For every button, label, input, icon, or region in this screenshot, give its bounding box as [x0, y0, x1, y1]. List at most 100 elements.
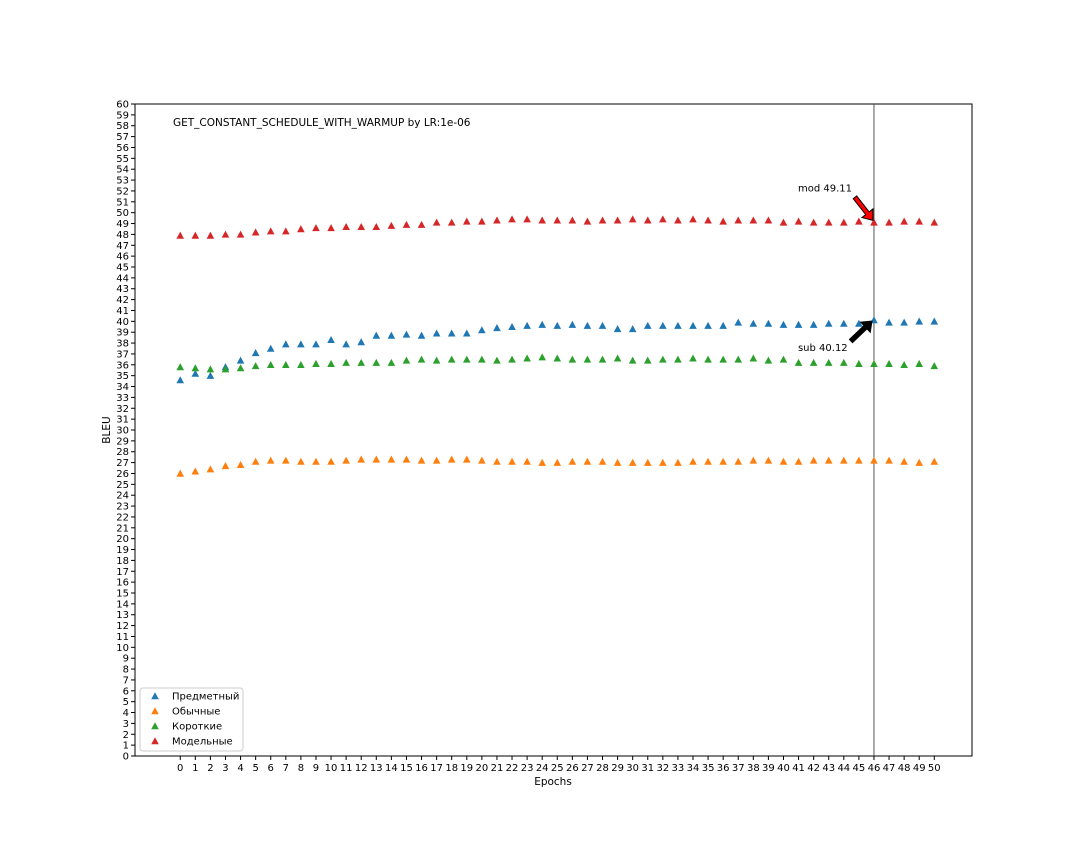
data-point [583, 217, 592, 225]
x-tick-label: 11 [340, 763, 353, 774]
y-tick-label: 22 [116, 512, 129, 523]
y-tick-label: 58 [116, 121, 129, 132]
data-point [900, 217, 908, 225]
y-tick-label: 25 [116, 480, 129, 491]
data-point [236, 364, 245, 372]
data-point [387, 358, 396, 366]
y-tick-label: 49 [116, 219, 129, 230]
data-point [523, 457, 531, 465]
y-tick-label: 18 [116, 556, 129, 567]
data-point [493, 216, 501, 224]
data-point [342, 340, 350, 348]
data-point [342, 456, 350, 464]
data-point [583, 321, 592, 329]
data-point [538, 353, 546, 361]
data-point [840, 218, 848, 226]
data-point [749, 216, 758, 224]
annotations: mod 49.11 sub 40.12 [798, 183, 874, 354]
legend-marker [151, 737, 159, 745]
y-tick-label: 23 [116, 502, 129, 513]
annotation-arrow [848, 320, 873, 344]
data-point [719, 355, 727, 363]
data-point [749, 456, 758, 464]
data-point [417, 456, 426, 464]
data-point [794, 320, 803, 328]
x-tick-label: 25 [551, 763, 564, 774]
data-point [251, 349, 260, 357]
data-point [613, 325, 622, 333]
y-tick-label: 52 [116, 186, 129, 197]
y-tick-label: 4 [123, 708, 129, 719]
data-point [357, 222, 366, 231]
data-point [643, 458, 652, 466]
data-point [719, 217, 727, 225]
y-tick-label: 47 [116, 241, 129, 252]
x-tick-label: 30 [626, 763, 639, 774]
y-tick-label: 56 [116, 143, 129, 154]
data-point [809, 320, 818, 328]
data-point [191, 231, 200, 239]
data-point [538, 320, 546, 328]
data-point [447, 355, 456, 363]
annotation-label: mod 49.11 [798, 183, 852, 194]
plot-area [134, 103, 973, 757]
data-point [312, 340, 320, 348]
data-point [689, 215, 697, 223]
data-point [674, 321, 682, 329]
x-tick-label: 38 [747, 763, 760, 774]
data-point [734, 216, 743, 224]
x-tick-label: 9 [313, 763, 319, 774]
data-point [779, 457, 788, 465]
data-point [643, 216, 652, 224]
data-point [674, 355, 682, 363]
chart-title: GET_CONSTANT_SCHEDULE_WITH_WARMUP by LR:… [173, 117, 471, 129]
data-point [749, 354, 758, 362]
data-point [372, 358, 381, 366]
data-point [387, 331, 396, 339]
data-point [447, 329, 456, 337]
y-tick-label: 15 [116, 589, 129, 600]
data-point [583, 457, 592, 465]
data-point [613, 216, 622, 224]
data-point [221, 230, 230, 238]
x-tick-label: 34 [687, 763, 700, 774]
data-point [462, 355, 471, 363]
data-point [915, 458, 924, 466]
data-point [659, 458, 667, 466]
data-point [282, 227, 290, 235]
data-point [282, 456, 290, 464]
y-tick-label: 39 [116, 328, 129, 339]
data-point [478, 355, 486, 363]
x-tick-label: 33 [672, 763, 685, 774]
y-tick-label: 45 [116, 263, 129, 274]
x-tick-label: 0 [177, 763, 183, 774]
data-point [447, 218, 456, 226]
data-point [176, 469, 185, 477]
data-point [191, 467, 200, 475]
data-point [312, 224, 320, 232]
data-point [824, 218, 833, 226]
data-point [885, 218, 893, 226]
x-tick-label: 13 [370, 763, 383, 774]
legend-label: Модельные [172, 737, 233, 748]
x-tick-label: 42 [807, 763, 820, 774]
data-point [855, 359, 863, 367]
data-point [659, 215, 667, 223]
data-point [628, 325, 637, 333]
data-point [824, 358, 833, 366]
y-tick-label: 0 [123, 752, 129, 763]
legend-marker [151, 722, 159, 730]
y-tick-label: 34 [116, 382, 129, 393]
x-tick-label: 40 [777, 763, 790, 774]
y-tick-label: 37 [116, 349, 129, 360]
data-point [508, 322, 516, 330]
data-point [915, 359, 924, 367]
data-point [794, 217, 803, 225]
x-tick-label: 39 [762, 763, 775, 774]
x-tick-label: 37 [732, 763, 745, 774]
x-tick-label: 24 [536, 763, 549, 774]
x-axis-label: Epochs [534, 776, 572, 788]
legend-box [139, 687, 244, 752]
legend-marker [151, 692, 159, 700]
x-tick-label: 17 [430, 763, 443, 774]
